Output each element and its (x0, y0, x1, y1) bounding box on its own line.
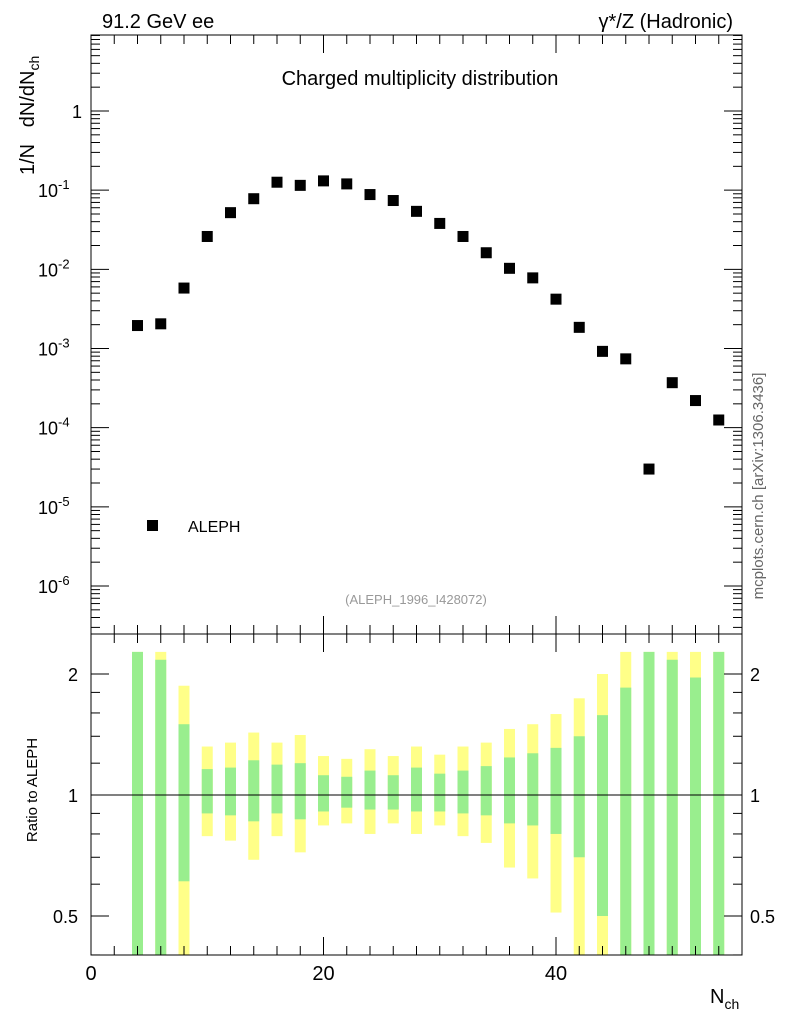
x-tick-label: 0 (85, 963, 96, 985)
ratio-inner-band (504, 757, 515, 824)
ratio-inner-band (364, 770, 376, 810)
ratio-y-tick-labels: 0.5 0.5 1 1 2 2 (53, 665, 775, 927)
upper-y-tick-label: 10-1 (38, 177, 70, 201)
upper-y-tick-label: 10-2 (38, 256, 70, 280)
ratio-inner-band (248, 760, 260, 822)
ratio-ticks (90, 634, 743, 956)
ratio-inner-band (480, 766, 492, 816)
ratio-inner-band (573, 736, 585, 858)
ratio-y-tick-label-right: 1 (750, 786, 760, 806)
aleph-point (434, 217, 446, 229)
ratio-inner-band (690, 677, 701, 955)
ratio-inner-band (271, 764, 283, 814)
ratio-inner-band (713, 651, 725, 955)
side-credit: mcplots.cern.ch [arXiv:1306.3436] (750, 373, 767, 600)
aleph-point (318, 175, 329, 187)
aleph-point (643, 463, 655, 475)
ratio-inner-band (294, 763, 306, 820)
ratio-inner-band (155, 659, 167, 955)
aleph-point (248, 193, 260, 205)
aleph-point (690, 395, 701, 407)
aleph-point (597, 345, 608, 357)
ratio-inner-band (434, 773, 446, 812)
ratio-inner-band (225, 767, 236, 816)
ratio-inner-band (527, 753, 539, 826)
upper-y-tick-label: 10-3 (38, 336, 70, 360)
ratio-inner-band (550, 747, 562, 834)
aleph-points (132, 175, 725, 475)
ratio-bands (132, 651, 725, 955)
ratio-y-tick-label-right: 2 (750, 665, 760, 685)
aleph-point (480, 247, 492, 259)
ratio-inner-band (178, 724, 190, 882)
x-axis-label: Nch (710, 986, 739, 1012)
ratio-panel: 0.5 0.5 1 1 2 2 0 20 40 Ratio to ALEPH Nch (24, 633, 775, 1012)
aleph-point (620, 353, 632, 365)
ratio-inner-band (457, 770, 469, 814)
ratio-inner-band (597, 715, 608, 916)
ratio-inner-band (666, 659, 678, 955)
aleph-point (550, 293, 562, 305)
ratio-inner-band (411, 767, 422, 812)
upper-y-tick-label: 10-5 (38, 494, 70, 518)
aleph-point (504, 262, 515, 274)
ratio-inner-band (201, 769, 213, 814)
aleph-point (341, 178, 353, 190)
aleph-point (225, 207, 236, 219)
ratio-inner-band (318, 775, 329, 812)
upper-ylabel: 1/N dN/dNch (17, 56, 42, 175)
legend-marker (147, 520, 158, 531)
aleph-point (201, 230, 213, 242)
legend-label: ALEPH (188, 519, 240, 536)
analysis-id: (ALEPH_1996_I428072) (345, 592, 487, 607)
upper-y-tick-labels: 1 10-1 10-2 10-3 10-4 10-5 10-6 (38, 102, 82, 597)
upper-y-tick-label: 10-6 (38, 573, 70, 597)
aleph-point (364, 189, 376, 201)
aleph-point (527, 272, 539, 284)
ratio-inner-band (341, 776, 353, 808)
aleph-point (178, 282, 190, 294)
ratio-y-tick-label-right: 0.5 (750, 907, 775, 927)
ratio-y-tick-label-left: 0.5 (53, 907, 78, 927)
aleph-point (271, 176, 283, 188)
aleph-point (457, 230, 469, 242)
ratio-inner-band (387, 775, 399, 810)
aleph-point (387, 195, 399, 207)
aleph-point (411, 205, 422, 217)
header-left: 91.2 GeV ee (102, 11, 214, 33)
ratio-ylabel: Ratio to ALEPH (24, 738, 41, 842)
upper-panel: Charged multiplicity distribution (ALEPH… (17, 34, 743, 635)
ratio-y-tick-label-left: 1 (68, 786, 78, 806)
chart-title: Charged multiplicity distribution (282, 68, 559, 90)
upper-x-ticks (90, 35, 743, 634)
ratio-inner-band (620, 687, 632, 955)
aleph-point (132, 320, 143, 332)
ratio-inner-band (643, 651, 655, 955)
x-tick-label: 20 (312, 963, 334, 985)
upper-y-ticks (91, 34, 742, 628)
aleph-point (666, 377, 678, 389)
header-right: γ*/Z (Hadronic) (599, 11, 733, 33)
aleph-point (713, 414, 725, 426)
aleph-point (155, 318, 167, 330)
upper-y-tick-label: 1 (72, 102, 82, 122)
upper-y-tick-label: 10-4 (38, 415, 70, 439)
ratio-inner-band (132, 651, 143, 955)
upper-frame (90, 34, 743, 635)
aleph-point (573, 321, 585, 333)
x-tick-labels: 0 20 40 (85, 963, 567, 985)
aleph-point (294, 179, 306, 191)
x-tick-label: 40 (545, 963, 567, 985)
ratio-y-tick-label-left: 2 (68, 665, 78, 685)
